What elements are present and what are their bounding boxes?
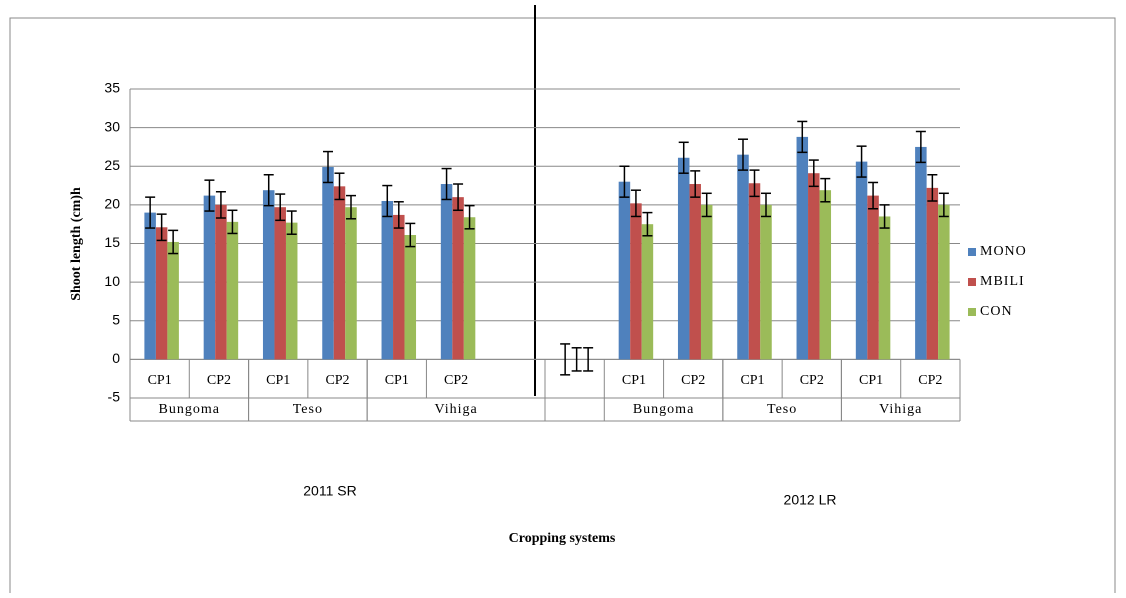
- bar: [262, 190, 275, 360]
- group-label: Vihiga: [434, 402, 477, 417]
- y-tick-label: 25: [104, 157, 120, 173]
- x-axis-label: Cropping systems: [509, 531, 616, 546]
- x-tick-label: CP2: [207, 373, 231, 388]
- y-tick-label: 15: [104, 234, 120, 250]
- x-tick-label: CP1: [740, 373, 764, 388]
- bar: [855, 161, 868, 360]
- bar: [274, 207, 286, 360]
- bar: [915, 146, 927, 360]
- bar: [796, 136, 809, 360]
- bar: [630, 203, 642, 360]
- bar: [463, 217, 476, 360]
- bar: [167, 241, 179, 360]
- bar: [760, 204, 772, 360]
- x-tick-label: CP1: [622, 373, 646, 388]
- y-tick-label: 30: [104, 118, 120, 134]
- bar: [381, 201, 394, 360]
- bar: [440, 184, 453, 360]
- x-tick-label: CP2: [444, 373, 468, 388]
- y-tick-label: 20: [104, 196, 120, 212]
- y-axis-label: Shoot length (cm)h: [69, 187, 84, 301]
- x-tick-label: CP1: [859, 373, 883, 388]
- bar: [700, 204, 713, 360]
- group-label: Teso: [293, 402, 323, 417]
- x-tick-label: CP1: [266, 373, 290, 388]
- bar: [938, 204, 950, 360]
- bar: [404, 235, 417, 360]
- legend-label: MONO: [980, 244, 1027, 259]
- x-tick-label: CP2: [681, 373, 705, 388]
- bar: [867, 195, 879, 360]
- bar: [285, 222, 298, 360]
- y-tick-label: 5: [112, 311, 120, 327]
- x-tick-label: CP2: [800, 373, 824, 388]
- legend-swatch: [968, 248, 976, 256]
- bar: [226, 221, 239, 360]
- season-label: 2012 LR: [784, 492, 837, 508]
- group-label: Bungoma: [159, 402, 220, 417]
- x-tick-label: CP1: [148, 373, 172, 388]
- y-tick-label: 10: [104, 273, 120, 289]
- bar: [393, 214, 405, 360]
- y-tick-label: 35: [104, 80, 120, 96]
- legend-swatch: [968, 278, 976, 286]
- x-tick-label: CP2: [918, 373, 942, 388]
- bar: [618, 181, 631, 360]
- legend-label: MBILI: [980, 274, 1025, 289]
- x-tick-label: CP1: [385, 373, 409, 388]
- group-label: Bungoma: [633, 402, 694, 417]
- season-label: 2011 SR: [303, 483, 356, 499]
- bar: [689, 184, 701, 360]
- x-tick-label: CP2: [325, 373, 349, 388]
- y-tick-label: -5: [108, 389, 121, 405]
- bar: [452, 197, 464, 360]
- bar: [144, 212, 156, 360]
- legend-swatch: [968, 308, 976, 316]
- frame: [9, 17, 1116, 598]
- bar: [819, 190, 832, 360]
- bar: [748, 183, 761, 360]
- bar: [345, 207, 357, 360]
- legend-label: CON: [980, 304, 1013, 319]
- bar: [215, 204, 227, 360]
- bar: [878, 216, 891, 360]
- bar: [926, 187, 939, 360]
- bar: [322, 167, 334, 360]
- bar: [808, 173, 820, 360]
- group-label: Teso: [767, 402, 797, 417]
- bar: [333, 186, 346, 360]
- bar: [737, 154, 749, 360]
- bar: [641, 224, 654, 360]
- group-label: Vihiga: [879, 402, 922, 417]
- bar: [677, 157, 690, 360]
- y-tick-label: 0: [112, 350, 120, 366]
- bar: [155, 227, 168, 360]
- bar: [203, 195, 216, 360]
